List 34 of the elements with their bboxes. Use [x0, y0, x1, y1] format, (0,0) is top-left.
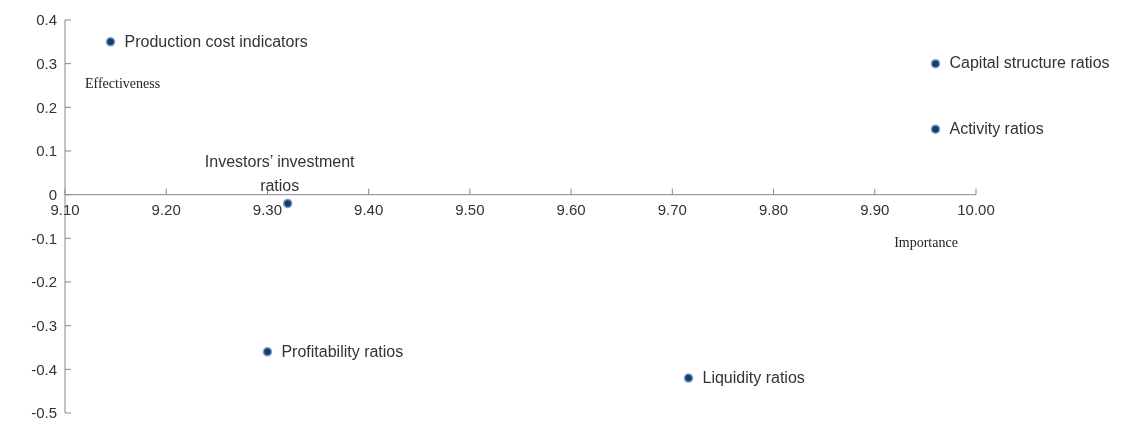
annotation: Capital structure ratios — [949, 54, 1110, 72]
x-tick-label: 9.70 — [657, 200, 687, 218]
y-axis-title: Effectiveness — [85, 76, 161, 91]
y-tick-label: 0.4 — [36, 11, 57, 29]
point — [683, 373, 694, 383]
y-tick-label: -0.2 — [31, 273, 57, 291]
x-tick-label: 9.30 — [252, 200, 283, 218]
point — [930, 124, 941, 134]
x-tick-label: 9.90 — [860, 200, 890, 218]
point — [282, 198, 293, 209]
x-tick-label: 9.10 — [50, 200, 80, 218]
x-tick-label: 10.00 — [957, 200, 995, 218]
x-tick-label: 9.20 — [151, 200, 181, 218]
annotation: Investors’ investment ratios — [204, 153, 356, 194]
annotation: Production cost indicators — [124, 32, 308, 50]
x-axis-title: Importance — [894, 234, 958, 250]
y-tick-label: -0.1 — [31, 229, 57, 247]
point — [930, 58, 941, 69]
y-tick-label: -0.3 — [31, 316, 57, 334]
annotation: Profitability ratios — [281, 342, 404, 360]
y-tick-label: 0.2 — [36, 98, 57, 116]
y-tick-label: 0 — [48, 185, 57, 203]
y-tick-label: -0.5 — [31, 404, 57, 421]
x-tick-label: 9.80 — [758, 200, 789, 218]
y-tick-label: 0.1 — [36, 142, 57, 160]
x-tick-label: 9.60 — [556, 200, 586, 218]
x-tick-label: 9.40 — [354, 200, 384, 218]
y-tick-label: -0.4 — [31, 360, 57, 378]
point — [262, 347, 273, 357]
annotation: Activity ratios — [949, 119, 1044, 137]
annotation: Liquidity ratios — [702, 368, 805, 386]
x-tick-label: 9.50 — [455, 200, 485, 218]
point — [105, 37, 116, 47]
y-tick-label: 0.3 — [36, 54, 57, 72]
